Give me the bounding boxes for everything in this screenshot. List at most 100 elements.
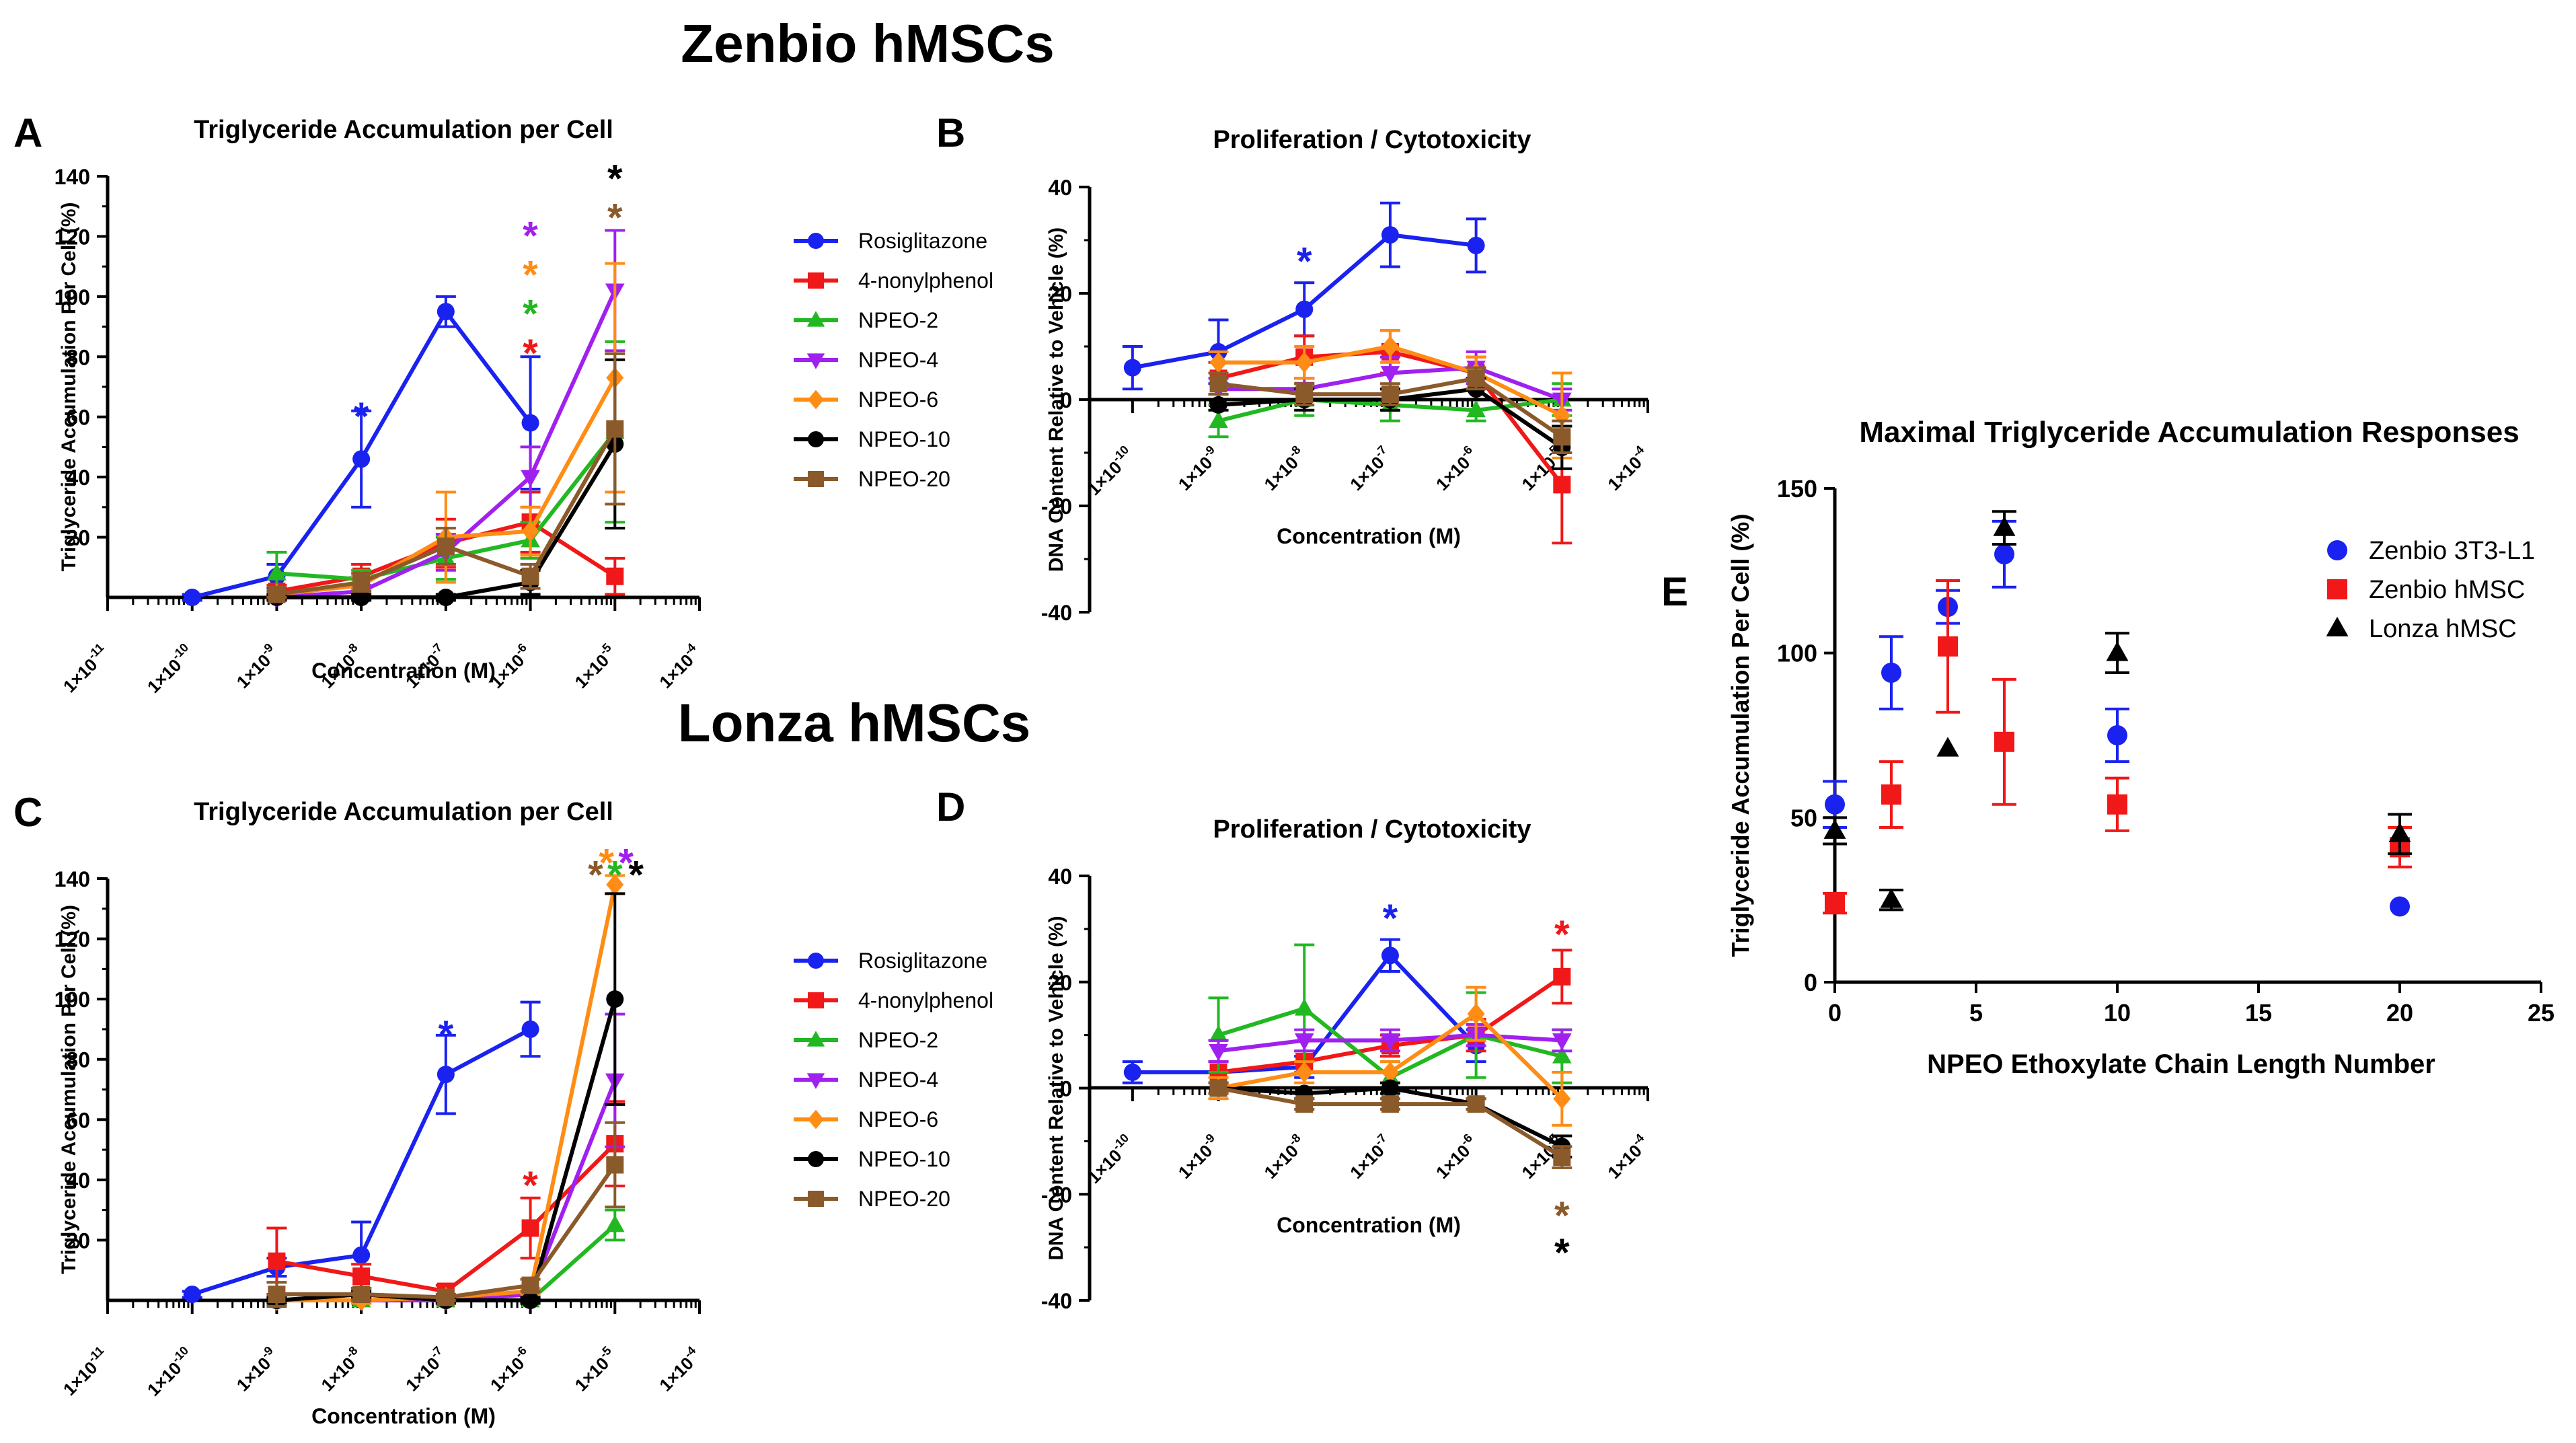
x-tick-label: 1×10-11 (57, 1343, 113, 1399)
legend-item-npeo-20: NPEO-20 (794, 1187, 950, 1211)
legend-label: Rosiglitazone (858, 229, 987, 253)
series-npeo-20 (266, 1121, 626, 1308)
x-tick-label: 1×10-9 (231, 640, 282, 692)
legend-label: NPEO-20 (858, 1187, 950, 1211)
chart-title: Proliferation / Cytotoxicity (1213, 815, 1531, 844)
x-tick-label: 1×10-4 (653, 1343, 705, 1395)
data-point (1553, 967, 1571, 986)
x-axis-label: Concentration (M) (1277, 524, 1461, 548)
y-tick-label: 80 (66, 345, 90, 369)
y-tick-label: 120 (54, 928, 90, 952)
x-tick-label: 15 (2245, 999, 2272, 1027)
x-axis-label: Concentration (M) (311, 659, 496, 683)
significance-star: * (1554, 1231, 1570, 1275)
legend-item-npeo-6: NPEO-6 (794, 387, 938, 412)
x-tick-label: 5 (1969, 999, 1983, 1027)
x-tick-label: 1×10-9 (1172, 1131, 1224, 1183)
legend-label: Rosiglitazone (858, 949, 987, 973)
y-tick-label: 150 (1777, 475, 1817, 503)
data-point (1294, 998, 1314, 1016)
significance-star: * (523, 214, 538, 258)
data-point (268, 585, 286, 603)
significance-star: * (439, 1013, 454, 1057)
header-zenbio: Zenbio hMSCs (681, 13, 1055, 73)
data-point (437, 1288, 455, 1306)
data-point (1209, 1079, 1227, 1097)
series-npeo-4 (1208, 1023, 1573, 1064)
data-point (1381, 1079, 1399, 1097)
legend-label: NPEO-6 (858, 387, 938, 412)
series-rosiglitazone (182, 1000, 541, 1304)
data-point (606, 874, 624, 895)
legend-item-npeo-20: NPEO-20 (794, 467, 950, 491)
data-point (1381, 947, 1399, 965)
data-point (1381, 385, 1399, 404)
x-tick-label: 1×10-4 (653, 640, 705, 692)
panel-e: E Maximal Triglyceride Accumulation Respo… (1661, 416, 2554, 1079)
data-point (352, 450, 371, 468)
legend-item-npeo-10: NPEO-10 (794, 1147, 950, 1171)
data-point (1938, 636, 1958, 657)
legend-label: Zenbio hMSC (2369, 576, 2525, 604)
data-point (1994, 731, 2014, 752)
legend-marker (808, 1151, 824, 1167)
legend-label: NPEO-4 (858, 348, 938, 372)
data-point (1881, 663, 1901, 683)
data-point (1209, 410, 1228, 428)
series-npeo-20 (266, 352, 626, 603)
x-tick-label: 25 (2528, 999, 2554, 1027)
y-tick-label: 40 (66, 466, 90, 490)
data-point (606, 990, 624, 1008)
data-point (1380, 1033, 1400, 1051)
data-point (1467, 236, 1485, 254)
significance-star: * (1297, 240, 1312, 284)
y-tick-label: 140 (54, 165, 90, 189)
data-point (267, 563, 287, 581)
legend-item-npeo-10: NPEO-10 (794, 427, 950, 451)
data-point (1209, 1025, 1228, 1043)
legend-label: NPEO-20 (858, 467, 950, 491)
y-axis-label: DNA Content Relative to Vehicle (%) (1045, 916, 1067, 1260)
legend-marker (808, 431, 824, 447)
y-tick-label: 20 (66, 1228, 90, 1253)
data-point (1553, 1148, 1571, 1167)
legend-label: NPEO-10 (858, 427, 950, 451)
y-tick-label: 60 (66, 406, 90, 430)
significance-star: * (1554, 913, 1570, 957)
y-tick-label: 0 (1060, 388, 1072, 412)
x-tick-label: 1×10-6 (1430, 1131, 1482, 1183)
significance-star: * (607, 157, 623, 201)
y-tick-label: 80 (66, 1048, 90, 1072)
x-tick-label: 10 (2104, 999, 2131, 1027)
x-tick-label: 1×10-7 (400, 1343, 451, 1395)
header-lonza: Lonza hMSCs (678, 693, 1030, 753)
data-point (1552, 1033, 1572, 1051)
significance-star: * (523, 293, 538, 336)
data-point (1295, 385, 1314, 404)
series-4-nonylphenol (266, 1100, 626, 1300)
x-axis-label: NPEO Ethoxylate Chain Length Number (1927, 1049, 2435, 1079)
panel-a: A Triglyceride Accumulation per Cell 20 40 6… (13, 110, 993, 697)
y-tick-label: 50 (1790, 804, 1817, 831)
data-point (1209, 352, 1227, 373)
data-point (1467, 1095, 1485, 1113)
legend-marker (808, 390, 824, 410)
data-point (437, 589, 455, 606)
x-axis-label: Concentration (M) (1277, 1213, 1461, 1237)
data-point (268, 1252, 286, 1270)
data-point (352, 573, 371, 591)
significance-star: * (628, 854, 644, 897)
data-point (1467, 369, 1485, 387)
data-point (2107, 794, 2127, 815)
y-tick-label: 60 (66, 1108, 90, 1132)
data-point (1994, 544, 2014, 564)
data-point (183, 589, 201, 606)
data-point (1553, 1088, 1571, 1109)
legend-item-rosiglitazone: Rosiglitazone (794, 949, 987, 973)
legend-marker (2327, 579, 2347, 599)
panel-letter: E (1661, 569, 1688, 614)
legend-marker (806, 353, 825, 369)
x-tick-label: 1×10-8 (1258, 443, 1310, 494)
y-tick-label: 40 (1048, 864, 1072, 889)
